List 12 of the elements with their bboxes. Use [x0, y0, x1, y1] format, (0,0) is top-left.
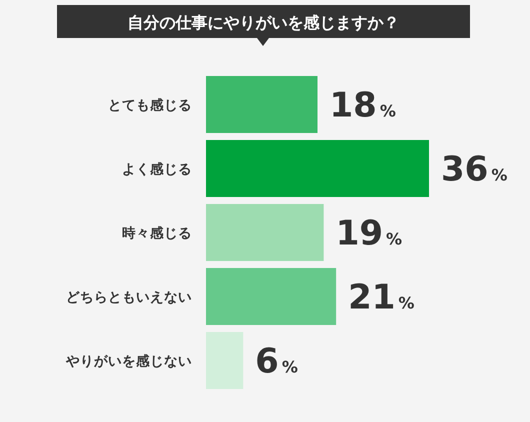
chart-title: 自分の仕事にやりがいを感じますか？ [128, 13, 400, 32]
data-label: 6% [255, 342, 298, 382]
data-label: 21% [348, 278, 414, 318]
title: 自分の仕事にやりがいを感じますか？ [57, 5, 470, 46]
data-label: 36% [441, 150, 508, 190]
y-tick-label: どちらともいえない [66, 290, 192, 306]
y-tick-label: 時々感じる [122, 226, 192, 242]
data-label: 18% [330, 86, 396, 126]
y-tick-label: やりがいを感じない [65, 354, 192, 370]
y-tick-label: よく感じる [122, 162, 192, 178]
data-label: 19% [336, 214, 402, 254]
y-tick-label: とても感じる [108, 98, 192, 114]
